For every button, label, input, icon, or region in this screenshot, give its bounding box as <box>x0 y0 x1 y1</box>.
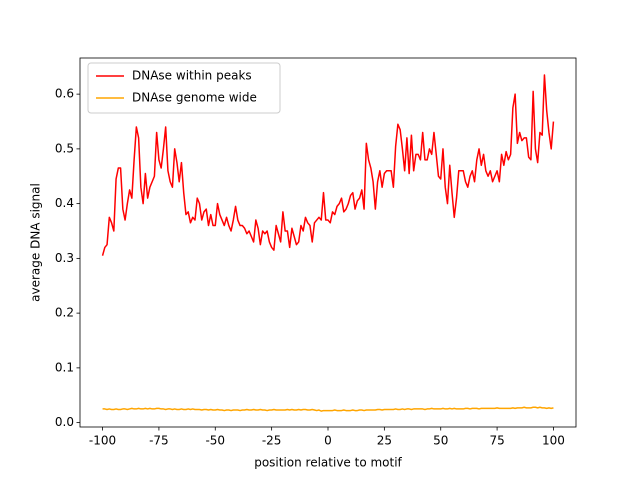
x-tick-label: 50 <box>433 434 448 448</box>
data-line <box>102 406 554 412</box>
y-tick-label: 0.5 <box>55 141 74 155</box>
y-tick-label: 0.1 <box>55 360 74 374</box>
y-tick-label: 0.2 <box>55 306 74 320</box>
y-tick-label: 0.3 <box>55 251 74 265</box>
x-tick-label: 75 <box>489 434 504 448</box>
data-line <box>101 74 555 256</box>
legend-label: DNAse within peaks <box>132 69 252 83</box>
x-axis-label: position relative to motif <box>254 456 402 470</box>
x-tick-label: 0 <box>324 434 332 448</box>
x-tick-label: 100 <box>542 434 565 448</box>
legend-label: DNAse genome wide <box>132 91 257 105</box>
x-tick-label: -75 <box>149 434 169 448</box>
x-tick-label: -100 <box>89 434 116 448</box>
y-axis-label: average DNA signal <box>29 183 43 302</box>
y-tick-label: 0.6 <box>55 87 74 101</box>
x-tick-label: -25 <box>262 434 282 448</box>
axes-frame <box>79 57 577 428</box>
legend-box <box>87 62 281 114</box>
x-tick-label: 25 <box>377 434 392 448</box>
y-tick-label: 0.4 <box>55 196 74 210</box>
y-tick-label: 0.0 <box>55 415 74 429</box>
x-tick-label: -50 <box>205 434 225 448</box>
